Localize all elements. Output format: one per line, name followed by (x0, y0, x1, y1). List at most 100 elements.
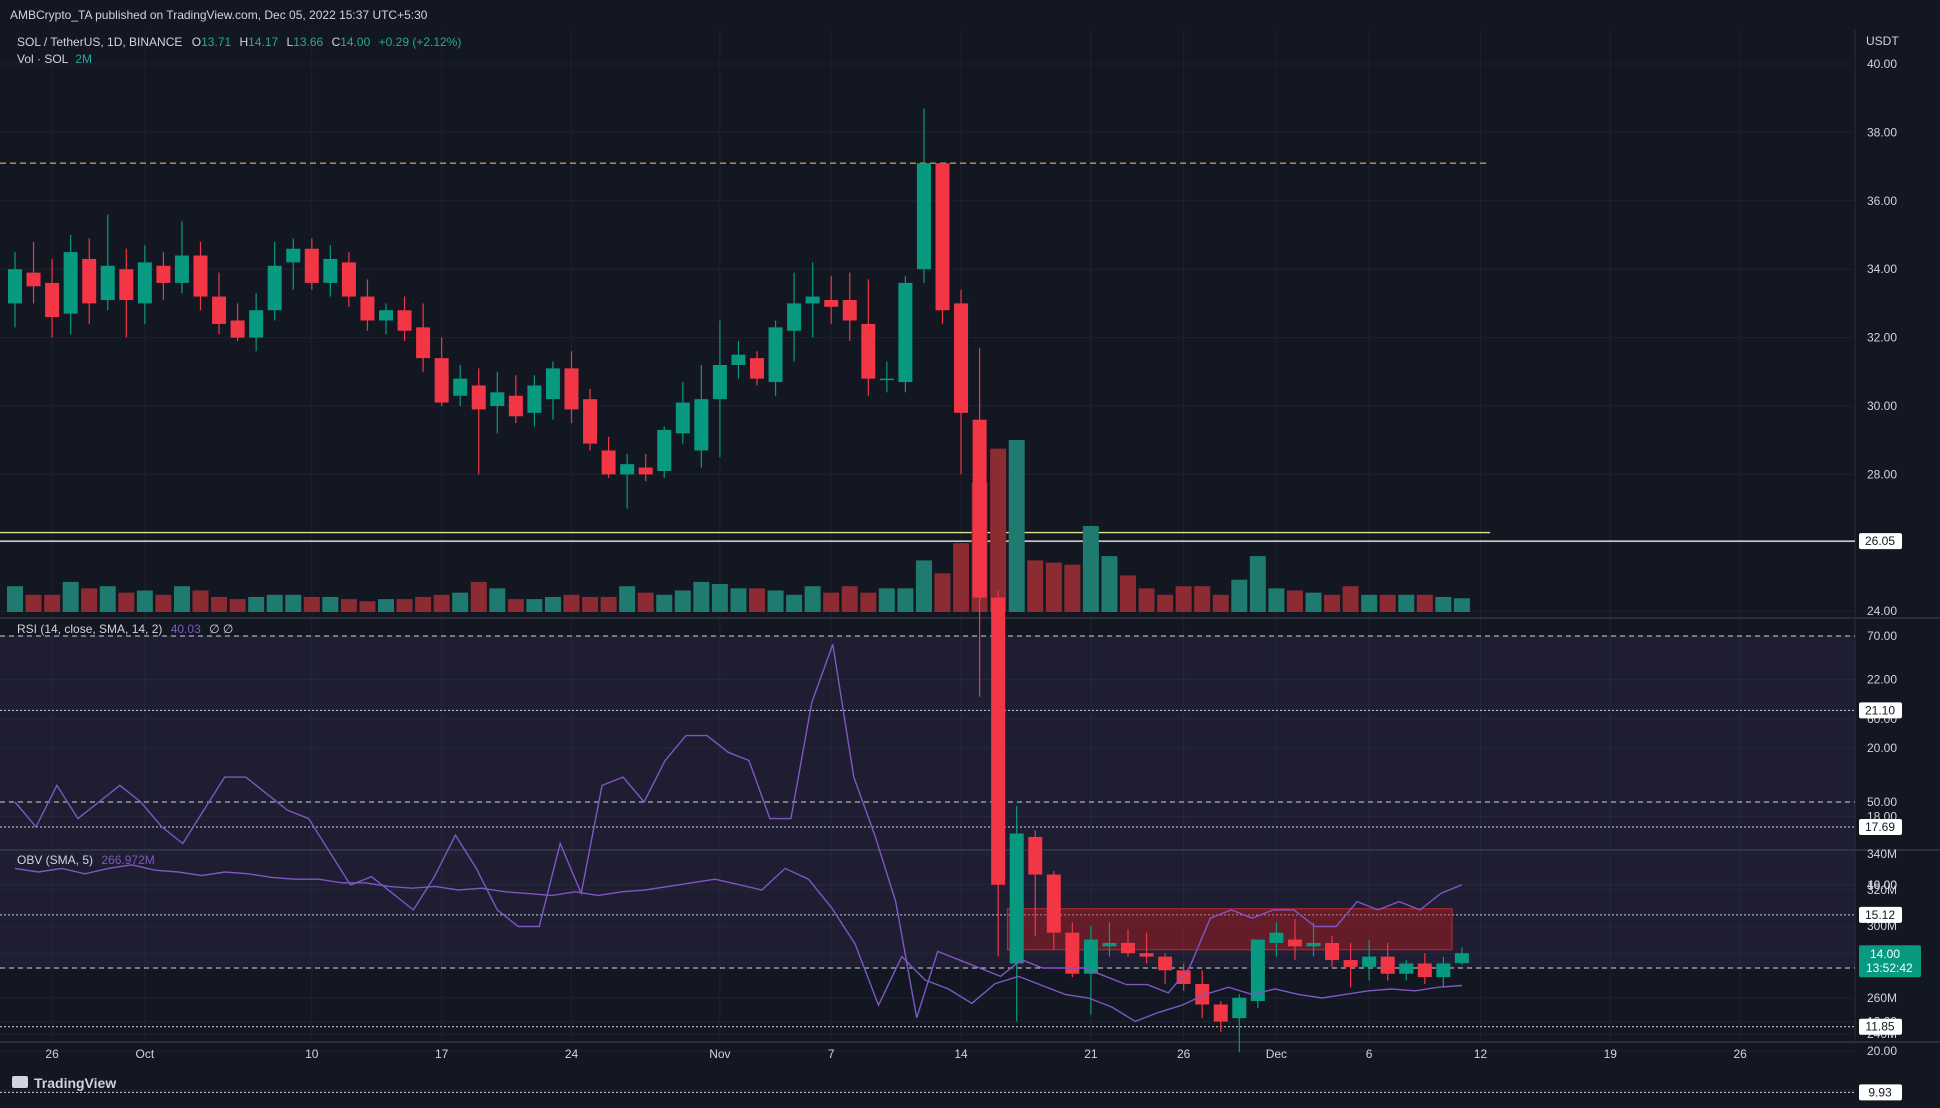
candle (137, 245, 152, 324)
candle (1028, 830, 1043, 937)
level-label-bg (1859, 702, 1902, 719)
volume-bar (860, 592, 877, 612)
candle (805, 262, 820, 338)
volume-bar (804, 586, 821, 612)
volume-layer (7, 440, 1470, 612)
symbol-text: SOL / TetherUS, 1D, BINANCE (17, 35, 182, 49)
price-tick-label: 28.00 (1867, 467, 1897, 481)
candle-body (1028, 836, 1043, 875)
candle-body (1213, 1004, 1228, 1022)
candle (1454, 947, 1469, 965)
level-label-bg (1859, 533, 1902, 550)
volume-bar (953, 543, 970, 612)
candle-body (379, 310, 393, 321)
volume-bar (359, 601, 376, 612)
candle-body (731, 354, 746, 365)
volume-bar (507, 599, 524, 612)
candle-body (1083, 939, 1098, 974)
time-tick-label: Oct (136, 1047, 155, 1061)
volume-bar (1361, 594, 1378, 612)
candle (490, 371, 505, 434)
tradingview-logo: TradingView (12, 1075, 116, 1091)
rsi-tick-label: 50.00 (1867, 795, 1897, 809)
candle-body (230, 320, 245, 338)
level-label-bg (1859, 906, 1902, 923)
candle-body (1436, 963, 1451, 978)
candle (1417, 953, 1432, 984)
obv-tick-label: 260M (1867, 991, 1897, 1005)
candle-body (787, 303, 802, 331)
candle (954, 289, 969, 475)
volume-bar (1379, 594, 1396, 612)
volume-bar (155, 594, 172, 612)
candle-body (1009, 833, 1024, 964)
candle (26, 241, 41, 304)
volume-bar (711, 584, 728, 612)
volume-bar (600, 596, 617, 612)
candle (991, 590, 1006, 957)
candle-body (694, 399, 709, 451)
candle-body (916, 163, 931, 270)
candle (230, 303, 245, 342)
volume-bar (192, 590, 209, 612)
rsi-tick-label: 20.00 (1867, 1044, 1897, 1058)
price-tick-label: 40.00 (1867, 57, 1897, 71)
candle-body (861, 323, 876, 379)
candle-body (341, 262, 356, 297)
rsi-legend-title: RSI (14, close, SMA, 14, 2) (17, 622, 162, 636)
volume-bar (1064, 564, 1081, 612)
level-label: 15.12 (1865, 908, 1895, 922)
candle-body (824, 299, 839, 307)
time-tick-label: 14 (954, 1047, 968, 1061)
candle (119, 248, 134, 338)
candle-body (1269, 932, 1284, 943)
volume-bar (1082, 526, 1099, 612)
candle (1306, 922, 1321, 957)
price-tick-label: 24.00 (1867, 604, 1897, 618)
candle (82, 238, 97, 324)
candle-body (1306, 942, 1321, 947)
price-tick-label: 34.00 (1867, 262, 1897, 276)
volume-bar (656, 594, 673, 612)
candle (657, 426, 672, 478)
time-tick-label: 17 (435, 1047, 449, 1061)
candle (1121, 929, 1135, 957)
candle (453, 364, 468, 406)
volume-bar (823, 592, 840, 612)
candle-body (583, 399, 598, 444)
volume-bar (619, 586, 636, 612)
candle (638, 453, 653, 482)
candle-body (416, 327, 431, 359)
volume-bar (62, 581, 79, 612)
candle-body (527, 385, 542, 413)
candle (545, 361, 560, 420)
candle-body (954, 303, 969, 413)
obv-legend: OBV (SMA, 5) 266.972M (17, 853, 155, 867)
candle-body (601, 450, 616, 475)
candle-body (82, 258, 97, 304)
last-price-label-bg (1859, 945, 1921, 978)
candle-body (768, 327, 783, 383)
candle (1176, 963, 1191, 991)
time-tick-label: 7 (828, 1047, 835, 1061)
level-label-bg (1859, 1018, 1902, 1035)
candle-body (620, 464, 635, 475)
time-tick-label: 21 (1084, 1047, 1098, 1061)
volume-bar (1008, 440, 1025, 612)
volume-bar (934, 573, 951, 612)
candle (694, 364, 709, 468)
price-tick-label: 20.00 (1867, 741, 1897, 755)
candle-body (1380, 956, 1395, 974)
time-tick-label: 24 (565, 1047, 579, 1061)
candle (212, 272, 227, 335)
level-label-bg (1859, 1084, 1902, 1101)
time-tick-label: 26 (1177, 1047, 1191, 1061)
candle (842, 272, 857, 342)
candle (972, 347, 987, 697)
candle-body (1065, 932, 1080, 974)
candle (416, 303, 431, 372)
candle-body (712, 364, 727, 400)
candle-body (453, 378, 468, 396)
candle-body (805, 296, 820, 304)
candle (1380, 942, 1395, 981)
